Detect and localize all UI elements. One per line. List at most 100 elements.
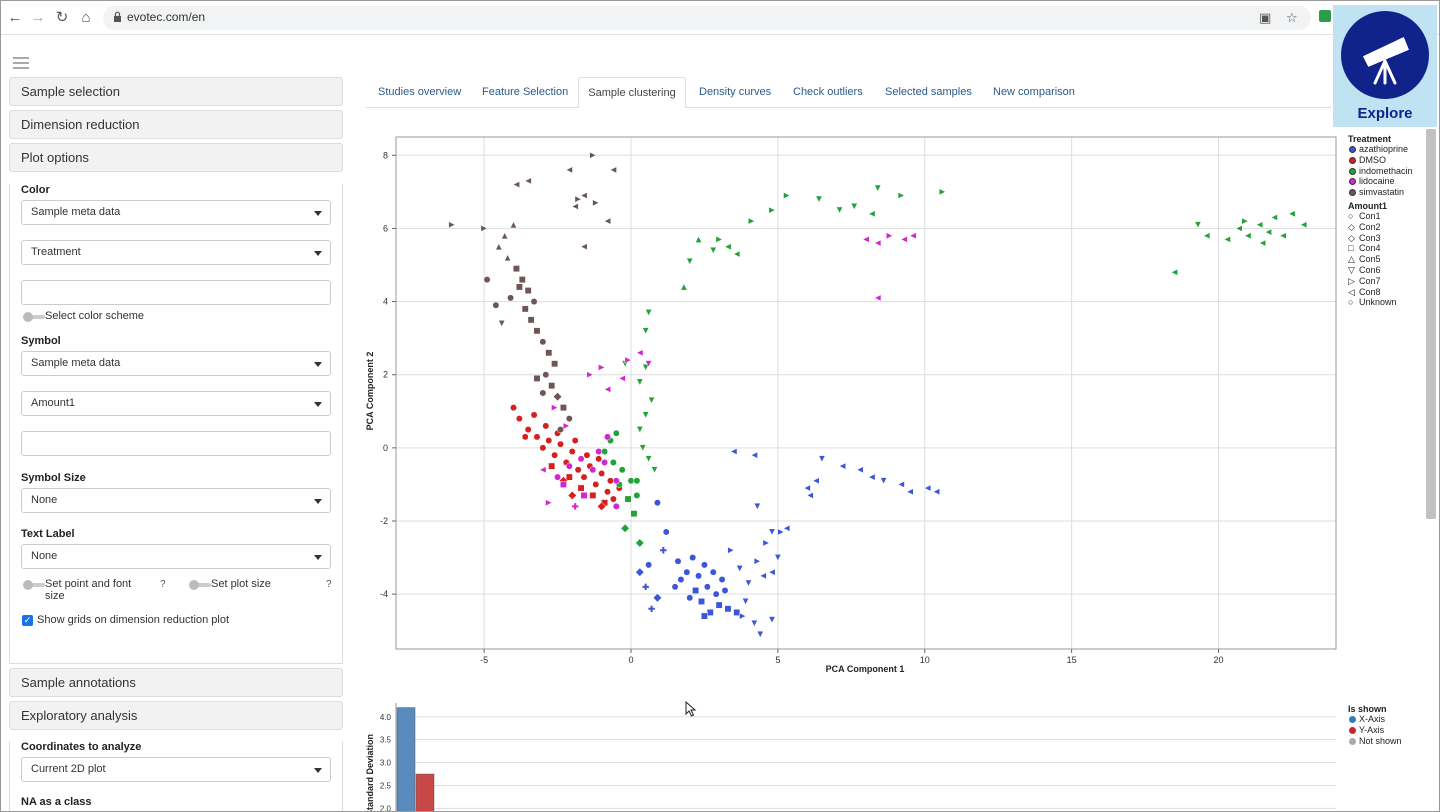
symbol-source-select[interactable]: Sample meta data (21, 351, 331, 376)
data-point (571, 437, 579, 444)
symbol-text-input[interactable] (21, 431, 331, 456)
legend-entry[interactable]: ○ Con1 (1348, 211, 1413, 222)
legend-entry[interactable]: lidocaine (1348, 176, 1413, 187)
browser-toolbar: ← → ↻ ⌂ evotec.com/en ▣ ☆ (1, 1, 1439, 35)
data-point (1270, 213, 1278, 222)
legend-entry-label: indomethacin (1359, 165, 1413, 176)
page-scrollbar[interactable] (1426, 129, 1436, 519)
data-point (580, 191, 588, 200)
color-variable-select[interactable]: Treatment (21, 240, 331, 265)
tab-studies-overview[interactable]: Studies overview (378, 86, 462, 98)
scan-icon[interactable]: ▣ (1259, 10, 1272, 25)
menu-icon[interactable] (13, 57, 29, 69)
data-point (750, 451, 758, 459)
legend-entry[interactable]: azathioprine (1348, 144, 1413, 155)
home-icon[interactable]: ⌂ (81, 9, 91, 26)
accordion-plot-options[interactable]: Plot options (9, 143, 343, 172)
legend-entry[interactable]: ▷ Con7 (1348, 276, 1413, 287)
legend-entry[interactable]: △ Con5 (1348, 254, 1413, 265)
legend-entry[interactable]: ◇ Con3 (1348, 233, 1413, 244)
color-text-input[interactable] (21, 280, 331, 305)
reload-icon[interactable]: ↻ (55, 9, 69, 26)
extension-icon[interactable] (1319, 10, 1331, 22)
data-point (512, 180, 520, 189)
star-icon[interactable]: ☆ (1286, 10, 1298, 25)
back-icon[interactable]: ← (7, 9, 23, 26)
lock-icon (114, 11, 121, 22)
data-point (850, 203, 858, 211)
data-point (559, 480, 567, 488)
tab-selected-samples[interactable]: Selected samples (885, 86, 972, 98)
data-point (680, 283, 688, 291)
data-point (642, 411, 650, 419)
symbol-variable-select[interactable]: Amount1 (21, 391, 331, 416)
show-grids-checkbox[interactable]: ✓ (22, 615, 33, 626)
point-font-toggle[interactable] (23, 580, 45, 590)
data-point (759, 572, 767, 580)
legend-symbol: ▽ (1348, 264, 1355, 275)
legend-entry[interactable]: ○ Unknown (1348, 297, 1413, 308)
data-point (897, 191, 906, 200)
explore-badge[interactable]: Explore (1333, 5, 1437, 127)
data-point (539, 466, 547, 474)
tab-new-comparison[interactable]: New comparison (993, 86, 1075, 98)
tab-check-outliers[interactable]: Check outliers (793, 86, 863, 98)
legend-entry[interactable]: □ Con4 (1348, 243, 1413, 254)
tab-bar: Studies overview Feature Selection Sampl… (366, 77, 1331, 108)
data-point (574, 195, 582, 203)
color-scheme-toggle[interactable] (23, 312, 45, 322)
forward-icon[interactable]: → (30, 9, 46, 26)
data-point (545, 437, 553, 444)
data-point (595, 455, 603, 463)
tab-sample-clustering[interactable]: Sample clustering (578, 77, 686, 108)
legend-entry[interactable]: Not shown (1348, 736, 1402, 747)
accordion-sample-annotations[interactable]: Sample annotations (9, 668, 343, 697)
legend-entry[interactable]: X-Axis (1348, 714, 1402, 725)
data-point (592, 199, 600, 207)
legend-entry[interactable]: ◁ Con8 (1348, 287, 1413, 298)
data-point (642, 327, 650, 335)
data-point (900, 235, 908, 244)
data-point (868, 473, 876, 481)
legend-entry[interactable]: Y-Axis (1348, 725, 1402, 736)
data-point (545, 499, 553, 507)
data-point (559, 404, 567, 412)
accordion-exploratory-analysis[interactable]: Exploratory analysis (9, 701, 343, 730)
legend-entry[interactable]: DMSO (1348, 155, 1413, 166)
data-point (495, 242, 503, 251)
legend-entry-label: Con5 (1359, 254, 1381, 265)
legend-entry[interactable]: indomethacin (1348, 166, 1413, 177)
data-point (756, 630, 764, 639)
accordion-sample-selection[interactable]: Sample selection (9, 77, 343, 106)
symbol-size-select[interactable]: None (21, 488, 331, 513)
legend-swatch (1349, 146, 1356, 153)
legend-entry[interactable]: ▽ Con6 (1348, 265, 1413, 276)
data-point (923, 484, 932, 492)
data-point (689, 554, 697, 562)
data-point (703, 583, 711, 591)
data-point (635, 538, 645, 548)
tab-density-curves[interactable]: Density curves (699, 86, 772, 98)
data-point (709, 246, 717, 255)
help-icon[interactable]: ? (326, 579, 332, 590)
data-point (571, 202, 579, 211)
coords-select[interactable]: Current 2D plot (21, 757, 331, 782)
data-point (507, 294, 515, 302)
address-bar[interactable]: evotec.com/en ▣ ☆ (103, 6, 1311, 30)
data-point (700, 612, 708, 620)
tab-feature-selection[interactable]: Feature Selection (482, 86, 569, 98)
std-dev-bar-chart[interactable]: 4.0 3.5 3.0 2.5 2.0 Standard Deviation (361, 691, 1346, 812)
legend-entry[interactable]: ◇ Con2 (1348, 222, 1413, 233)
y-tick-label: 4.0 (380, 713, 392, 722)
legend-entry-label: Y-Axis (1359, 724, 1385, 735)
plot-size-toggle[interactable] (189, 580, 211, 590)
color-source-select[interactable]: Sample meta data (21, 200, 331, 225)
legend-entry[interactable]: simvastatin (1348, 187, 1413, 198)
data-point (1288, 210, 1296, 218)
help-icon[interactable]: ? (160, 579, 166, 590)
text-label-select[interactable]: None (21, 544, 331, 569)
accordion-dimension-reduction[interactable]: Dimension reduction (9, 110, 343, 139)
data-point (674, 557, 682, 565)
